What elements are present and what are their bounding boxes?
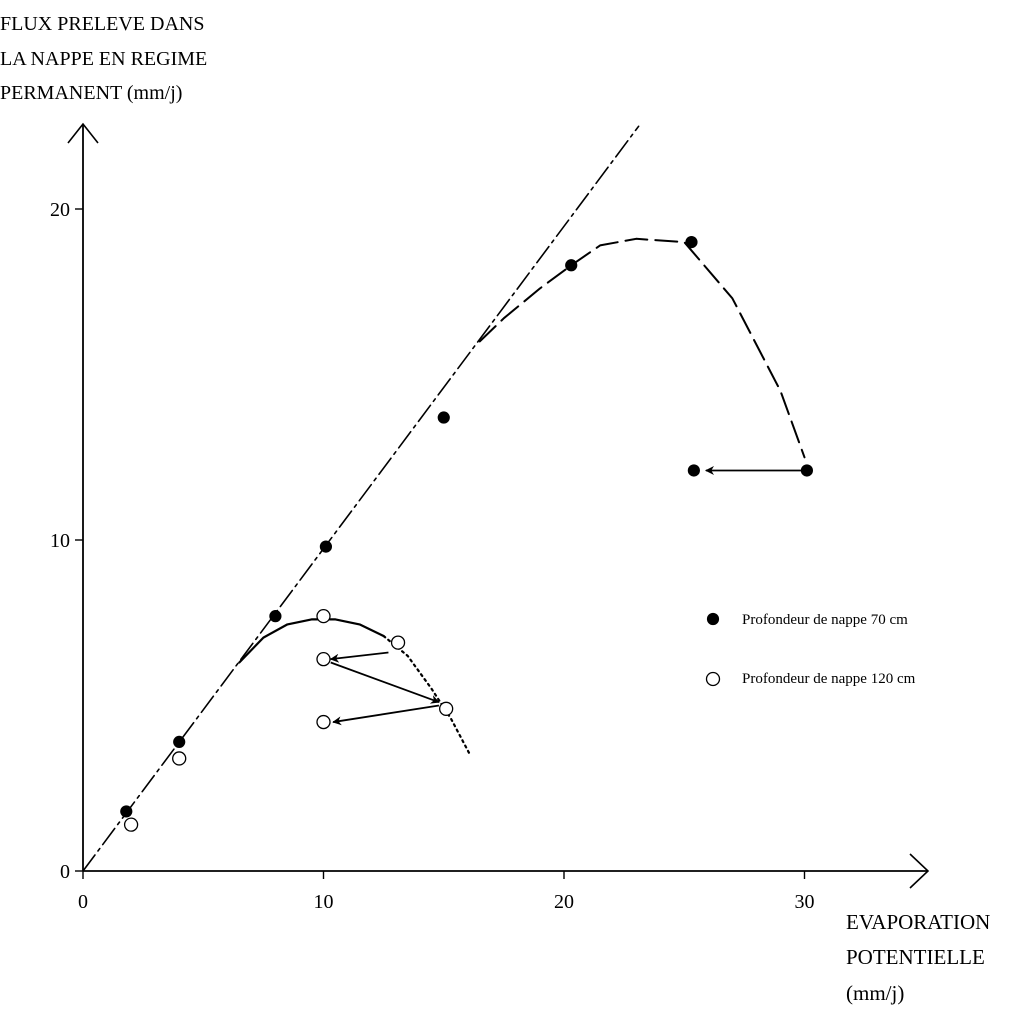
data-point-70cm [173,735,186,749]
axes [67,122,930,889]
flux-curve-120cm-extension [382,634,472,757]
arrows [329,465,805,726]
fit-lines [82,125,806,872]
data-point-70cm [269,610,282,623]
data-points [120,236,814,832]
y-axis-arrowhead [67,122,99,144]
x-axis-label-line-2: POTENTIELLE [846,945,985,969]
data-point-70cm [120,805,133,818]
data-point-70cm [437,411,450,424]
data-point-70cm [565,259,578,272]
legend-label-120cm: Profondeur de nappe 120 cm [742,671,916,687]
shift-arrow [330,661,440,704]
y-axis-label-line-1: FLUX PRELEVE DANS [0,13,204,35]
data-point-70cm [685,236,698,249]
data-point-120cm [439,701,454,716]
data-point-70cm [319,540,333,553]
x-tick-label: 10 [314,891,334,913]
x-axis-arrowhead [909,853,930,889]
data-point-120cm [123,817,139,832]
x-axis-label-line-1: EVAPORATION [846,910,990,934]
legend-marker-70cm [706,612,720,626]
flux-curve-120cm [238,618,385,664]
y-axis-label-line-3: PERMANENT (mm/j) [0,82,182,104]
shift-arrow [332,704,440,726]
shift-arrow [329,651,389,663]
ticks: 0 10 20 30 0 10 20 [50,199,815,913]
data-point-120cm [316,714,331,730]
data-point-120cm [316,608,331,624]
x-tick-label: 0 [78,891,88,913]
data-point-70cm [687,464,700,477]
data-point-120cm [172,751,187,766]
y-tick-label: 10 [50,530,70,552]
legend-label-70cm: Profondeur de nappe 70 cm [742,612,908,628]
flux-curve-70cm [478,237,806,459]
y-tick-label: 0 [60,861,70,883]
x-axis-label: EVAPORATION POTENTIELLE (mm/j) [846,910,990,1005]
data-point-120cm [390,635,406,650]
y-axis-label-line-2: LA NAPPE EN REGIME [0,48,207,70]
x-axis-label-line-3: (mm/j) [846,981,904,1005]
x-tick-label: 30 [795,891,815,913]
y-axis-label: FLUX PRELEVE DANS LA NAPPE EN REGIME PER… [0,13,207,104]
data-point-120cm [316,652,331,667]
legend: Profondeur de nappe 70 cm Profondeur de … [705,612,916,687]
potential-evaporation-line [82,125,640,872]
y-tick-label: 20 [50,199,70,221]
data-point-70cm [800,464,814,477]
legend-marker-120cm [705,671,721,687]
x-tick-label: 20 [554,891,574,913]
